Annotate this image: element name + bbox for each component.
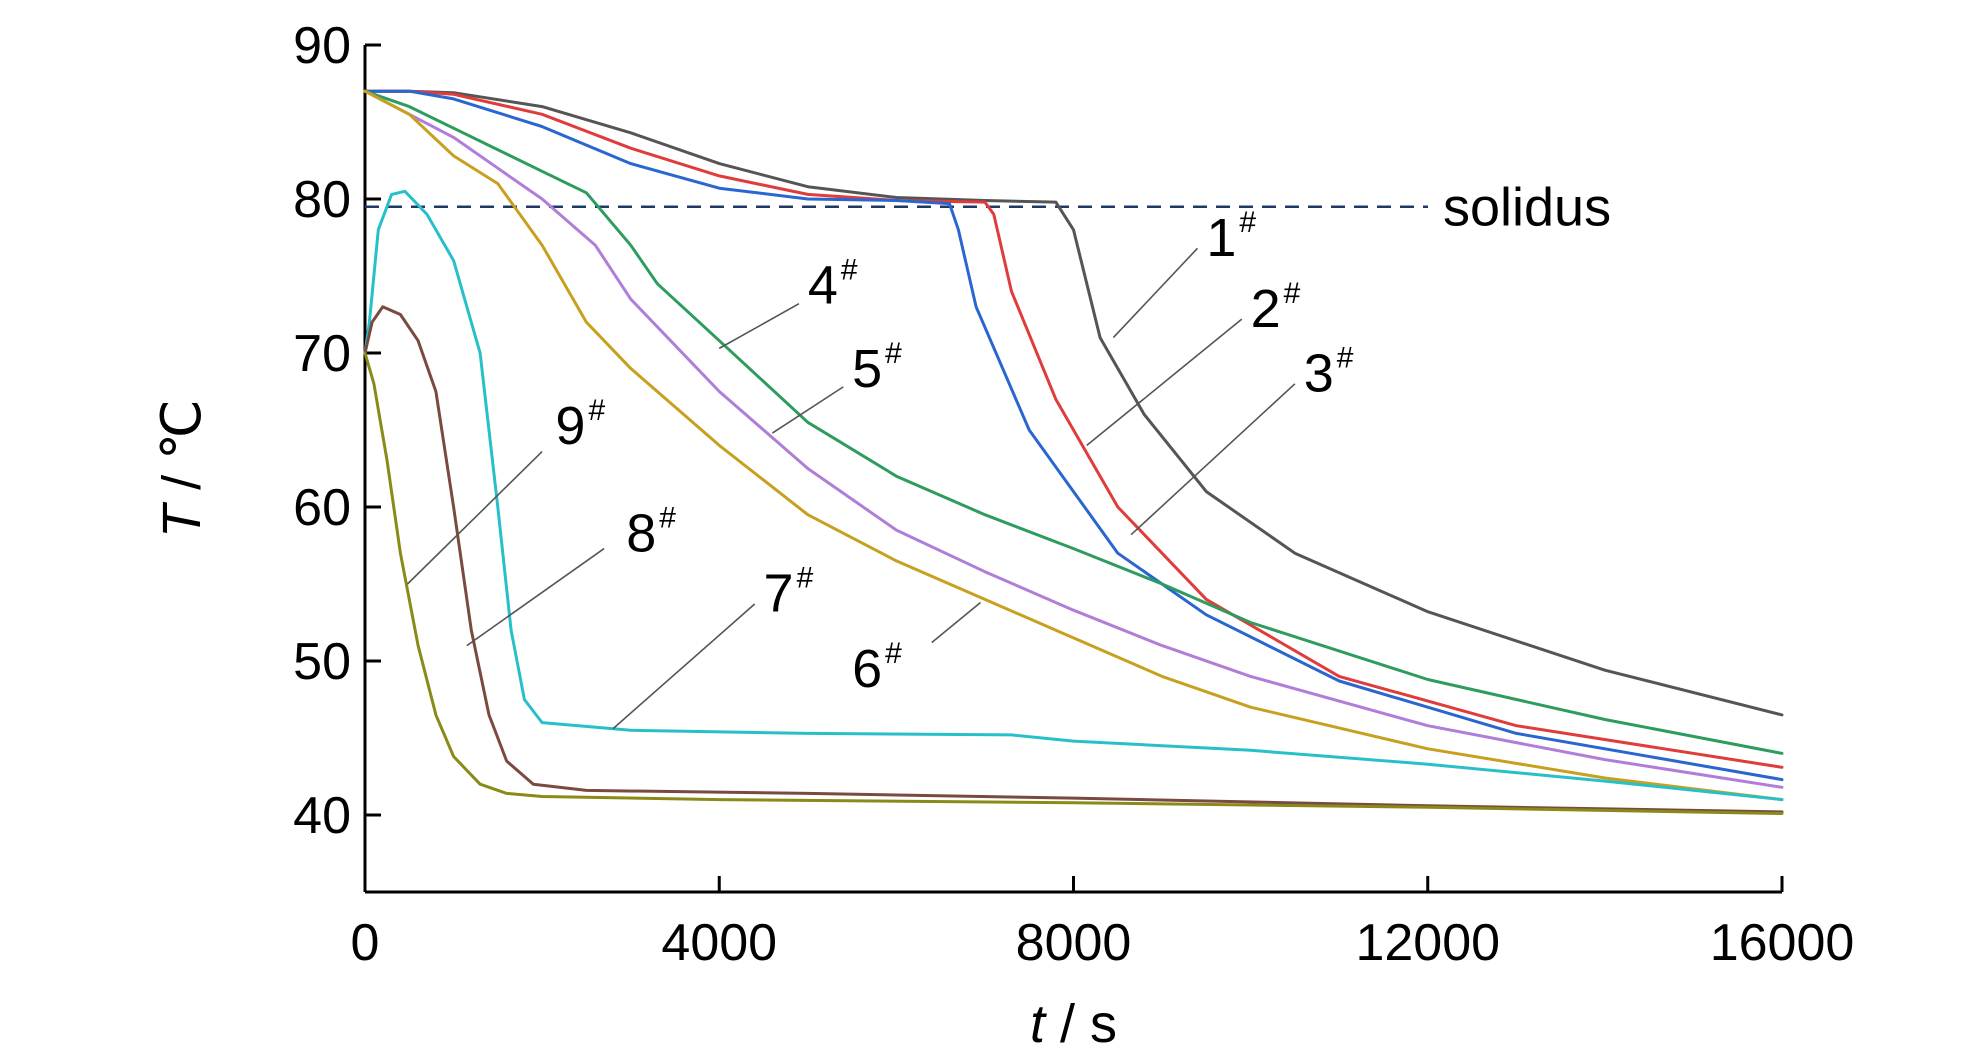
curve-label-4: 4 #	[808, 254, 858, 316]
curve-label-7: 7 #	[764, 562, 814, 624]
callout-leader-2	[1086, 318, 1243, 447]
y-tick-label: 70	[293, 325, 351, 383]
x-tick-label: 8000	[1016, 914, 1132, 972]
y-tick-label: 40	[293, 787, 351, 845]
callout-leader-9	[406, 450, 543, 585]
curve-label-6: 6 #	[852, 637, 902, 699]
y-tick-label: 80	[293, 171, 351, 229]
x-tick-label: 16000	[1710, 914, 1855, 972]
callout-leader-3	[1130, 383, 1296, 536]
curve-label-5: 5 #	[852, 337, 902, 399]
y-axis-title: T / ℃	[152, 399, 212, 538]
series-group	[363, 89, 1784, 815]
x-tick-label: 4000	[661, 914, 777, 972]
x-tick-label: 0	[351, 914, 380, 972]
y-tick-label: 60	[293, 479, 351, 537]
axes: 0 4000 8000 12000 16000 40 50 60 70 80 90	[293, 17, 1854, 972]
callout-leader-5	[771, 386, 844, 434]
curve-label-3: 3 #	[1304, 342, 1354, 404]
series-line-9	[363, 351, 1784, 815]
curve-label-8: 8 #	[626, 502, 676, 564]
x-tick-label: 12000	[1355, 914, 1500, 972]
y-tick-label: 50	[293, 633, 351, 691]
series-line-2	[363, 89, 1784, 769]
curve-label-2: 2 #	[1251, 277, 1301, 339]
solidus-group: solidus	[365, 178, 1611, 238]
x-axis-title: t / s	[1030, 994, 1117, 1054]
solidus-label: solidus	[1443, 178, 1611, 238]
callout-leader-6	[931, 601, 982, 644]
series-line-7	[363, 189, 1784, 802]
curve-label-1: 1 #	[1206, 206, 1256, 268]
series-line-3	[363, 89, 1784, 782]
y-tick-label: 90	[293, 17, 351, 75]
series-line-5	[363, 89, 1784, 789]
series-line-4	[363, 89, 1784, 755]
series-line-6	[363, 89, 1784, 802]
axis-titles: t / s T / ℃	[152, 399, 1117, 1054]
callout-leader-1	[1112, 247, 1199, 339]
callout-leader-8	[466, 547, 605, 647]
callouts-group: 1 # 2 #3 # 4 # 5 # 6 # 7 # 8 # 9 #	[406, 206, 1354, 730]
callout-leader-4	[718, 303, 800, 350]
curve-label-9: 9 #	[555, 394, 605, 456]
series-line-1	[363, 89, 1784, 717]
series-line-8	[363, 305, 1784, 814]
callout-leader-7	[612, 603, 756, 730]
